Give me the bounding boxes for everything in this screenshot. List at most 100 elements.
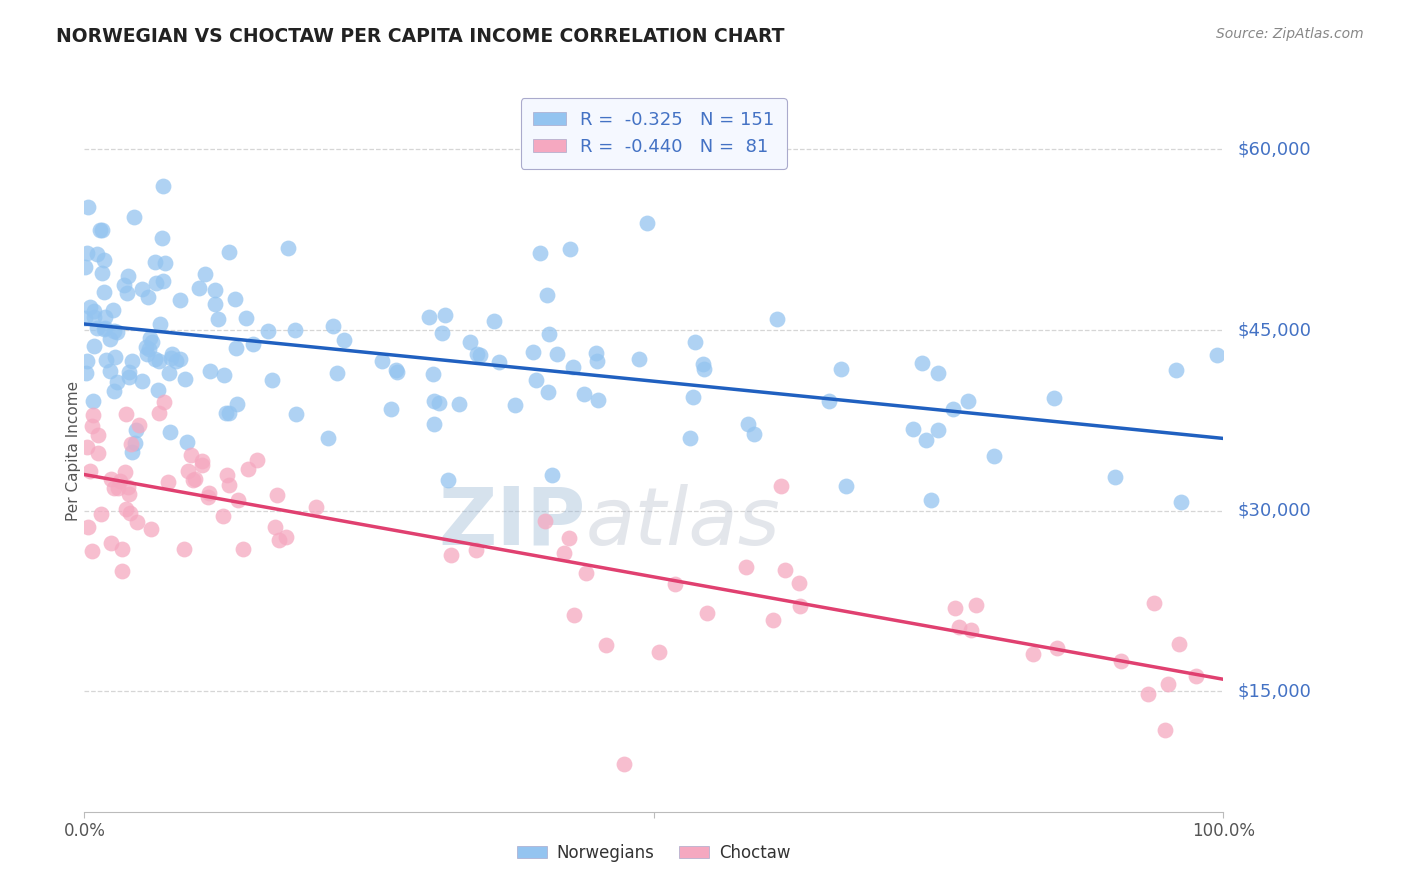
Point [316, 431, 339, 445]
Point [117, 480, 139, 494]
Point [505, 398, 527, 412]
Point [124, 423, 146, 437]
Point [93, 322, 115, 336]
Point [159, 425, 181, 439]
Point [76, 245, 98, 260]
Point [264, 520, 287, 534]
Point [460, 335, 482, 350]
Point [787, 576, 810, 591]
Point [585, 345, 607, 359]
Point [124, 435, 146, 450]
Point [191, 454, 214, 468]
Point [957, 394, 980, 409]
Text: $15,000: $15,000 [1237, 682, 1310, 700]
Point [558, 531, 581, 545]
Point [122, 210, 145, 224]
Point [533, 514, 555, 528]
Point [942, 402, 965, 417]
Point [104, 351, 127, 365]
Text: NORWEGIAN VS CHOCTAW PER CAPITA INCOME CORRELATION CHART: NORWEGIAN VS CHOCTAW PER CAPITA INCOME C… [56, 27, 785, 45]
Point [430, 326, 453, 340]
Point [82, 393, 104, 408]
Point [436, 473, 458, 487]
Point [79, 301, 101, 315]
Point [131, 282, 153, 296]
Point [236, 461, 259, 475]
Point [115, 286, 138, 301]
Point [983, 449, 1005, 463]
Point [529, 245, 551, 260]
Point [465, 346, 488, 360]
Point [536, 288, 558, 302]
Point [224, 292, 246, 306]
Point [246, 452, 269, 467]
Point [562, 607, 585, 622]
Point [1136, 687, 1159, 701]
Point [647, 645, 669, 659]
Point [266, 488, 288, 502]
Point [73, 310, 96, 325]
Point [94, 353, 117, 368]
Point [115, 502, 138, 516]
Point [1143, 596, 1166, 610]
Point [118, 487, 141, 501]
Point [927, 366, 949, 380]
Point [139, 522, 162, 536]
Point [152, 274, 174, 288]
Point [139, 330, 162, 344]
Point [93, 253, 115, 268]
Point [169, 352, 191, 367]
Point [141, 334, 163, 349]
Point [561, 359, 583, 374]
Point [627, 352, 650, 367]
Point [1157, 676, 1180, 690]
Point [101, 303, 124, 318]
Point [1021, 647, 1043, 661]
Point [267, 533, 290, 547]
Point [948, 620, 970, 634]
Point [440, 548, 463, 562]
Point [91, 223, 114, 237]
Point [546, 347, 568, 361]
Point [107, 482, 129, 496]
Point [693, 362, 716, 376]
Point [94, 320, 117, 334]
Point [235, 311, 257, 326]
Point [558, 242, 581, 256]
Point [204, 297, 226, 311]
Point [572, 387, 595, 401]
Point [488, 354, 510, 368]
Point [128, 417, 150, 432]
Point [207, 311, 229, 326]
Point [965, 598, 987, 612]
Y-axis label: Per Capita Income: Per Capita Income [66, 380, 80, 521]
Point [326, 366, 349, 380]
Point [77, 519, 100, 533]
Point [959, 623, 981, 637]
Point [538, 326, 561, 341]
Point [242, 336, 264, 351]
Point [148, 353, 170, 368]
Point [75, 366, 97, 380]
Point [160, 347, 183, 361]
Point [305, 500, 328, 515]
Point [143, 254, 166, 268]
Point [586, 392, 609, 407]
Point [735, 560, 758, 574]
Point [226, 397, 249, 411]
Point [152, 395, 174, 409]
Point [76, 354, 98, 368]
Point [118, 370, 141, 384]
Point [1104, 470, 1126, 484]
Point [148, 406, 170, 420]
Text: atlas: atlas [585, 483, 780, 562]
Point [131, 374, 153, 388]
Point [117, 268, 139, 283]
Text: $60,000: $60,000 [1237, 140, 1310, 159]
Point [218, 477, 240, 491]
Point [1046, 641, 1069, 656]
Point [76, 440, 98, 454]
Point [769, 479, 792, 493]
Point [157, 366, 180, 380]
Point [914, 434, 936, 448]
